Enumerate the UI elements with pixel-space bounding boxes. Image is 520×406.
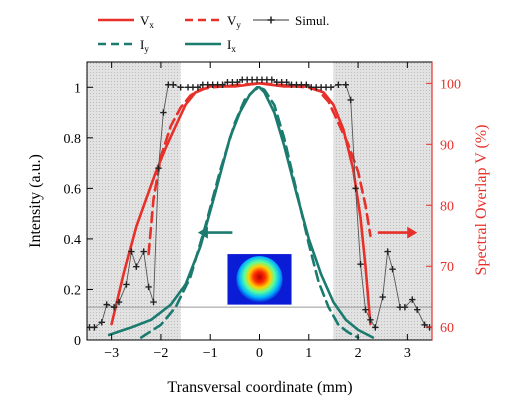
series-Iy — [139, 86, 360, 339]
legend-item-Vx: Vx — [98, 13, 154, 30]
y-left-axis-ticks: 0 0.2 0.4 0.6 0.8 1 — [64, 81, 93, 349]
y-left-tick-label: 1 — [74, 81, 81, 96]
point-Simul-61 — [414, 306, 421, 313]
y-left-tick-label: 0.2 — [64, 283, 82, 298]
legend: Vx Vy Simul. Iy Ix — [98, 13, 329, 54]
point-Simul-46 — [327, 84, 335, 91]
legend-label: Iy — [140, 37, 149, 54]
point-Simul-11 — [150, 298, 157, 306]
legend-item-Simul: Simul. — [253, 13, 329, 28]
legend-label: Vy — [227, 13, 241, 30]
point-Simul-27 — [234, 79, 241, 86]
y-left-tick-label: 0.6 — [64, 182, 82, 197]
annotations-group — [197, 226, 418, 305]
shaded-region-1 — [87, 62, 181, 340]
point-Simul-10 — [145, 283, 152, 291]
series-line-Ix — [107, 86, 375, 339]
series-Vy — [147, 82, 372, 256]
point-Simul-15 — [170, 81, 177, 88]
point-Simul-8 — [133, 263, 140, 270]
legend-item-Vy: Vy — [185, 13, 241, 30]
legend-label: Simul. — [295, 13, 329, 28]
legend-label: Vx — [140, 13, 154, 30]
point-Simul-4 — [110, 303, 118, 311]
x-axis-ticks: −3 −2 −1 0 1 2 3 — [104, 62, 411, 361]
x-tick-label: −3 — [104, 346, 119, 361]
point-Simul-51 — [357, 260, 364, 268]
arrow-left — [197, 226, 233, 239]
x-axis-title: Transversal coordinate (mm) — [167, 379, 352, 396]
point-Simul-53 — [367, 316, 374, 323]
point-Simul-12 — [155, 164, 162, 172]
series-line-Iy — [139, 86, 360, 339]
x-tick-label: −2 — [153, 346, 168, 361]
point-Simul-13 — [160, 109, 167, 116]
x-tick-label: 1 — [305, 346, 312, 361]
point-Simul-6 — [123, 281, 130, 288]
point-Simul-59 — [401, 303, 409, 311]
y-right-tick-label: 100 — [440, 77, 461, 92]
y-left-axis-title: Intensity (a.u.) — [27, 154, 44, 248]
point-Simul-3 — [103, 301, 110, 308]
point-Simul-50 — [352, 185, 359, 192]
legend-item-Iy: Iy — [98, 37, 149, 54]
point-Simul-52 — [362, 306, 369, 313]
point-Simul-48 — [342, 81, 349, 88]
legend-label: Ix — [227, 37, 236, 54]
y-right-tick-label: 90 — [440, 138, 454, 153]
point-Simul-49 — [347, 96, 354, 104]
beam-inset-image — [227, 254, 292, 305]
point-Simul-34 — [268, 76, 276, 83]
point-Simul-2 — [98, 319, 105, 326]
series-Ix — [107, 86, 375, 339]
y-left-tick-label: 0.4 — [64, 233, 82, 248]
x-tick-label: 0 — [256, 346, 263, 361]
y-right-axis-ticks: 60 70 80 90 100 — [426, 77, 461, 336]
point-Simul-55 — [379, 293, 386, 301]
x-tick-label: 2 — [355, 346, 362, 361]
series-line-Vy — [147, 82, 372, 256]
point-Simul-37 — [283, 79, 290, 86]
point-Simul-47 — [335, 81, 342, 88]
x-tick-label: −1 — [203, 346, 218, 361]
point-Simul-54 — [372, 324, 379, 331]
point-Simul-5 — [115, 298, 123, 306]
y-right-tick-label: 60 — [440, 321, 454, 336]
point-Simul-56 — [384, 248, 391, 255]
point-Simul-24 — [219, 81, 226, 88]
y-right-tick-label: 70 — [440, 260, 454, 275]
arrow-right — [377, 226, 418, 239]
point-Simul-62 — [421, 321, 428, 329]
point-Simul-60 — [409, 296, 416, 303]
point-Simul-19 — [194, 84, 202, 91]
point-Simul-57 — [389, 266, 396, 273]
point-Simul-9 — [140, 248, 147, 255]
point-Simul-41 — [303, 81, 310, 88]
point-Simul-16 — [177, 84, 184, 91]
y-left-tick-label: 0 — [74, 334, 81, 349]
x-tick-label: 3 — [404, 346, 411, 361]
y-right-axis-title: Spectral Overlap V (%) — [473, 125, 490, 276]
shaded-regions — [87, 62, 432, 340]
y-right-tick-label: 80 — [440, 199, 454, 214]
legend-item-Ix: Ix — [185, 37, 236, 54]
y-left-tick-label: 0.8 — [64, 132, 82, 147]
point-Simul-7 — [128, 248, 135, 255]
point-Simul-1 — [91, 324, 98, 331]
